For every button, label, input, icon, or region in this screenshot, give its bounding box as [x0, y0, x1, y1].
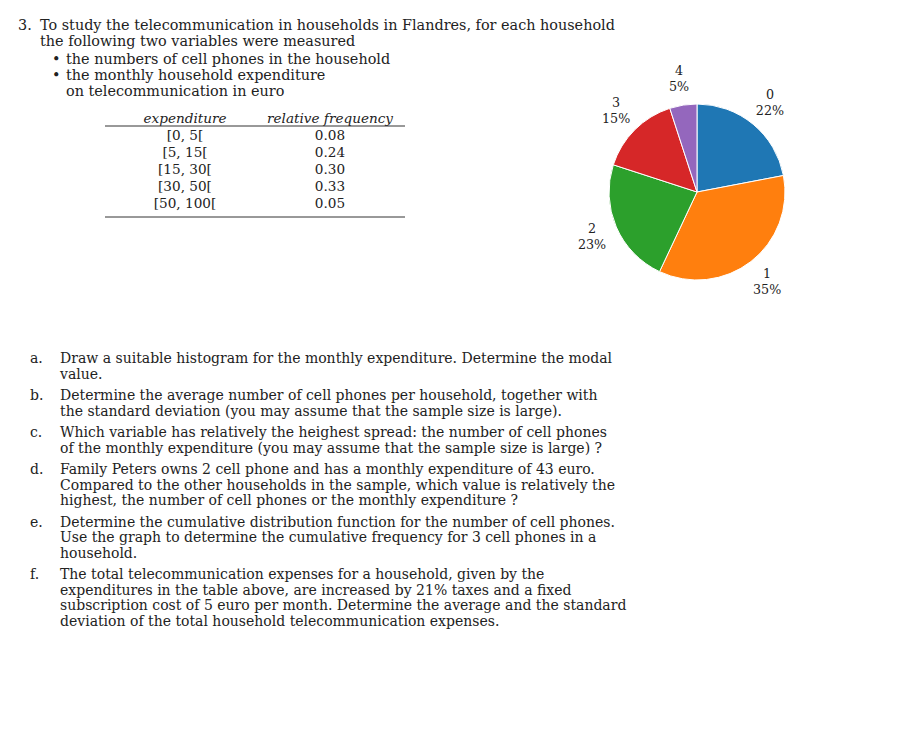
question-line: Use the graph to determine the cumulativ…	[60, 529, 596, 545]
question-line: Which variable has relatively the heighe…	[60, 424, 607, 440]
table-cell: 0.05	[315, 195, 345, 211]
data-label: 35%	[753, 282, 781, 297]
page: 3. To study the telecommunication in hous…	[0, 0, 922, 745]
data-label: 15%	[602, 111, 630, 126]
question-line: Determine the average number of cell pho…	[60, 387, 598, 403]
header-line: To study the telecommunication in househ…	[40, 17, 615, 33]
slice-category: 1	[763, 266, 771, 281]
question-line: the standard deviation (you may assume t…	[60, 403, 562, 419]
header-line: the following two variables were measure…	[40, 33, 355, 49]
data-label: 22%	[756, 103, 784, 118]
table-rule	[105, 217, 405, 218]
question-line: Draw a suitable histogram for the monthl…	[60, 350, 613, 366]
table-cell: [50, 100[	[154, 195, 217, 211]
question-line: Determine the cumulative distribution fu…	[60, 514, 615, 530]
table-cell: [5, 15[	[162, 144, 207, 160]
question-line: deviation of the total household telecom…	[60, 613, 499, 629]
data-label: 23%	[578, 237, 606, 252]
question-line: of the monthly expenditure (you may assu…	[60, 440, 602, 456]
table: expenditure relative frequency [0, 5[ 0.08 […	[105, 110, 405, 217]
question-letter: d.	[30, 461, 43, 477]
question-letter: c.	[30, 424, 42, 440]
table-header: expenditure	[143, 110, 226, 126]
table-rule	[105, 126, 405, 127]
table-cell: 0.33	[315, 178, 345, 194]
data-label: 5%	[669, 79, 689, 94]
header: 3. To study the telecommunication in hous…	[18, 17, 615, 99]
exercise-number: 3.	[18, 17, 32, 33]
table-cell: 0.30	[315, 161, 345, 177]
table-cell: 0.24	[315, 144, 345, 160]
questions: a. Draw a suitable histogram for the mont…	[30, 350, 626, 629]
question-line: highest, the number of cell phones or th…	[60, 492, 518, 508]
question-line: expenditures in the table above, are inc…	[60, 582, 572, 598]
question-letter: f.	[30, 566, 39, 582]
table-cell: 0.08	[315, 127, 345, 143]
bullet-line: the numbers of cell phones in the househ…	[66, 51, 390, 67]
question-letter: b.	[30, 387, 43, 403]
question-line: Compared to the other households in the …	[60, 477, 615, 493]
bullet-mark: •	[52, 67, 61, 83]
bullet-line: the monthly household expenditure	[66, 67, 325, 83]
question-letter: e.	[30, 514, 43, 530]
pie-slice	[670, 104, 697, 192]
question-letter: a.	[30, 350, 43, 366]
question-line: value.	[59, 366, 103, 382]
table-cell: [15, 30[	[158, 161, 212, 177]
slice-category: 3	[612, 95, 620, 110]
table-header: relative frequency	[267, 110, 393, 126]
question-line: household.	[60, 545, 137, 561]
bullet-mark: •	[52, 51, 61, 67]
slice-category: 4	[675, 63, 683, 78]
slice-category: 0	[766, 87, 774, 102]
question-line: The total telecommunication expenses for…	[60, 566, 544, 582]
question-line: Family Peters owns 2 cell phone and has …	[60, 461, 595, 477]
pie: 022% 135% 223% 315% 45%	[578, 63, 785, 297]
bullet-line: on telecommunication in euro	[66, 83, 284, 99]
question-line: subscription cost of 5 euro per month. D…	[60, 597, 626, 613]
slice-category: 2	[588, 221, 596, 236]
table-cell: [30, 50[	[158, 178, 212, 194]
table-cell: [0, 5[	[167, 127, 204, 143]
